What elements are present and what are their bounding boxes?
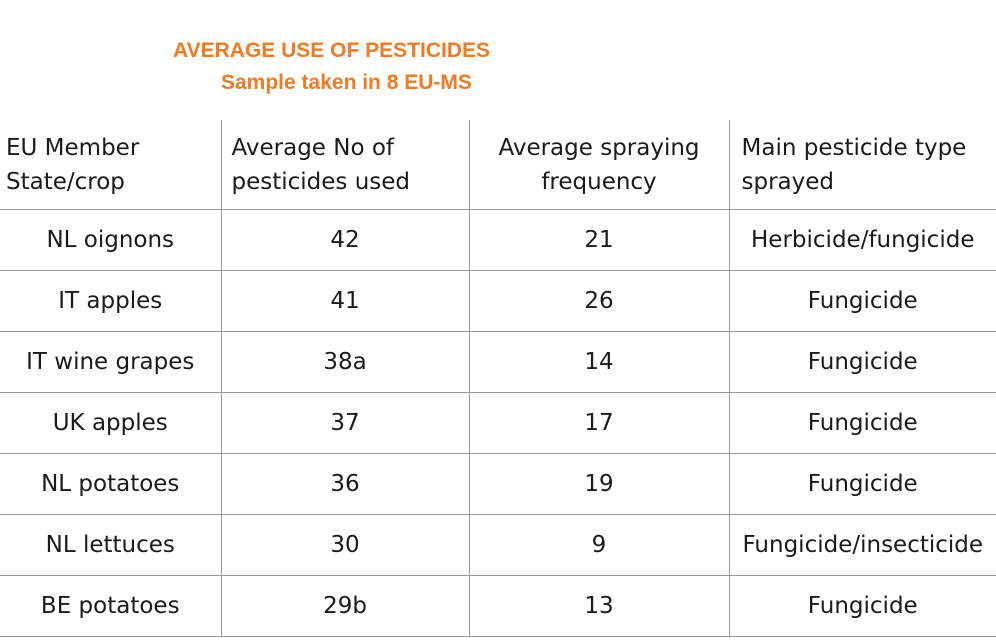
header-spraying-frequency: Average spraying frequency xyxy=(468,120,729,210)
cell-type: Fungicide xyxy=(728,270,996,332)
cell-type: Fungicide xyxy=(728,331,996,393)
page-subtitle: Sample taken in 8 EU-MS xyxy=(221,71,472,94)
cell-frequency: 21 xyxy=(468,209,729,271)
cell-crop: UK apples xyxy=(0,392,221,454)
cell-type: Fungicide xyxy=(728,575,996,637)
cell-frequency: 17 xyxy=(468,392,729,454)
header-line: Main pesticide type xyxy=(741,134,967,161)
table-row: IT apples 41 26 Fungicide xyxy=(0,270,996,332)
cell-pesticides: 42 xyxy=(220,209,469,271)
cell-frequency: 19 xyxy=(468,453,729,515)
table-body: NL oignons 42 21 Herbicide/fungicide IT … xyxy=(0,209,996,637)
cell-pesticides: 41 xyxy=(220,270,469,332)
cell-type: Herbicide/fungicide xyxy=(728,209,996,271)
cell-crop: IT wine grapes xyxy=(0,331,221,393)
header-line: State/crop xyxy=(6,168,125,195)
header-avg-pesticides: Average No of pesticides used xyxy=(220,120,469,210)
table-row: UK apples 37 17 Fungicide xyxy=(0,392,996,454)
cell-crop: NL lettuces xyxy=(0,514,221,576)
cell-frequency: 14 xyxy=(468,331,729,393)
cell-type: Fungicide/insecticide xyxy=(728,514,996,576)
header-member-state-crop: EU Member State/crop xyxy=(0,120,221,210)
cell-frequency: 13 xyxy=(468,575,729,637)
header-line: Average No of xyxy=(231,134,395,161)
table-row: BE potatoes 29b 13 Fungicide xyxy=(0,575,996,637)
header-row: EU Member State/crop Average No of pesti… xyxy=(0,120,996,210)
header-pesticide-type: Main pesticide type sprayed xyxy=(728,120,996,210)
header-line: pesticides used xyxy=(231,168,411,195)
table-row: NL potatoes 36 19 Fungicide xyxy=(0,453,996,515)
cell-pesticides: 36 xyxy=(220,453,469,515)
cell-pesticides: 29b xyxy=(220,575,469,637)
page-title: AVERAGE USE OF PESTICIDES xyxy=(173,39,490,62)
cell-crop: IT apples xyxy=(0,270,221,332)
cell-crop: NL potatoes xyxy=(0,453,221,515)
cell-pesticides: 37 xyxy=(220,392,469,454)
table-row: NL oignons 42 21 Herbicide/fungicide xyxy=(0,209,996,271)
header-line: Average spraying xyxy=(498,134,700,161)
table-header: EU Member State/crop Average No of pesti… xyxy=(0,120,996,210)
pesticide-table: EU Member State/crop Average No of pesti… xyxy=(0,120,996,637)
header-line: frequency xyxy=(541,168,657,195)
cell-frequency: 26 xyxy=(468,270,729,332)
cell-pesticides: 30 xyxy=(220,514,469,576)
cell-pesticides: 38a xyxy=(220,331,469,393)
header-line: EU Member xyxy=(6,134,140,161)
header-line: sprayed xyxy=(741,168,835,195)
cell-crop: NL oignons xyxy=(0,209,221,271)
cell-type: Fungicide xyxy=(728,392,996,454)
cell-crop: BE potatoes xyxy=(0,575,221,637)
table-row: NL lettuces 30 9 Fungicide/insecticide xyxy=(0,514,996,576)
table-row: IT wine grapes 38a 14 Fungicide xyxy=(0,331,996,393)
cell-frequency: 9 xyxy=(468,514,729,576)
cell-type: Fungicide xyxy=(728,453,996,515)
